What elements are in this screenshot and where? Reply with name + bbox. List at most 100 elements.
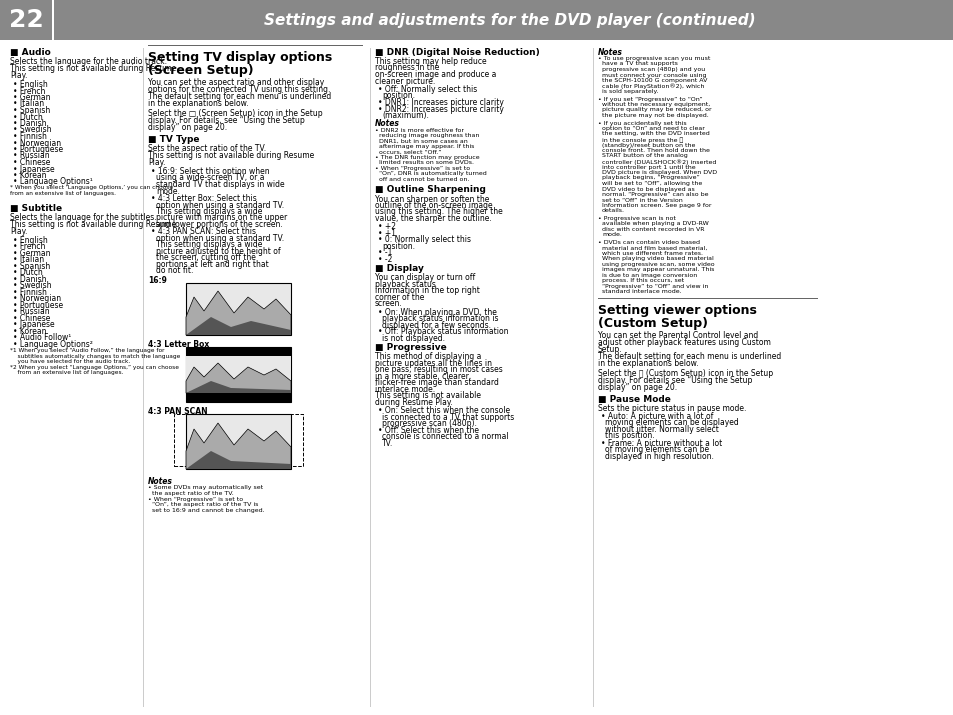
Text: • 0: Normally select this: • 0: Normally select this [377,235,471,245]
Text: • Norwegian: • Norwegian [13,139,61,147]
Text: • Korean: • Korean [13,171,47,180]
Text: occurs, select “Off.”: occurs, select “Off.” [378,149,441,154]
Polygon shape [186,451,291,469]
Text: (maximum).: (maximum). [381,111,429,120]
Text: disc with content recorded in VR: disc with content recorded in VR [601,227,703,232]
Text: picture quality may be reduced, or: picture quality may be reduced, or [601,107,711,112]
Text: Play.: Play. [148,158,165,167]
Text: • Spanish: • Spanish [13,106,51,115]
Text: without jitter. Normally select: without jitter. Normally select [604,425,719,434]
Text: • Japanese: • Japanese [13,164,54,174]
Text: Play.: Play. [10,71,28,80]
Text: • 4:3 Letter Box: Select this: • 4:3 Letter Box: Select this [151,194,256,203]
Text: Setting viewer options: Setting viewer options [598,304,756,317]
Text: standard TV that displays in wide: standard TV that displays in wide [156,180,284,189]
Text: on-screen image and produce a: on-screen image and produce a [375,70,496,79]
Text: 4:3 Letter Box: 4:3 Letter Box [148,340,209,349]
Text: ■ TV Type: ■ TV Type [148,135,199,144]
Text: information in the top right: information in the top right [375,287,479,295]
Text: • Danish: • Danish [13,119,47,128]
Text: Play.: Play. [10,227,28,236]
Text: ■ Display: ■ Display [375,265,423,274]
Text: in the explanations below.: in the explanations below. [148,99,248,108]
Text: When playing video based material: When playing video based material [601,257,713,262]
Text: subtitles automatically changes to match the language: subtitles automatically changes to match… [10,354,180,359]
Text: • +2: • +2 [377,222,395,232]
Text: • Japanese: • Japanese [13,320,54,330]
Text: using a wide-screen TV, or a: using a wide-screen TV, or a [156,174,264,182]
Text: ■ Audio: ■ Audio [10,48,51,57]
Text: picture with margins on the upper: picture with margins on the upper [156,214,287,222]
Text: standard interlace mode.: standard interlace mode. [601,290,680,295]
Text: using progressive scan, some video: using progressive scan, some video [601,262,714,267]
Text: option to “On” and need to clear: option to “On” and need to clear [601,126,704,131]
Text: is sold separately.: is sold separately. [601,89,658,94]
Text: • Finnish: • Finnish [13,288,47,297]
Text: • French: • French [13,87,46,96]
Text: • 16:9: Select this option when: • 16:9: Select this option when [151,167,270,176]
Polygon shape [186,291,291,335]
Text: Select the □ (Screen Setup) icon in the Setup: Select the □ (Screen Setup) icon in the … [148,109,322,118]
Text: progressive scan (480p) and you: progressive scan (480p) and you [601,67,704,72]
Text: • +1: • +1 [377,229,395,238]
Text: mode.: mode. [601,232,621,237]
Text: you have selected for the audio track.: you have selected for the audio track. [10,360,131,365]
Bar [0,0,953,40]
Text: TV.: TV. [381,439,393,448]
Text: is not displayed.: is not displayed. [381,334,444,343]
Text: You can display or turn off: You can display or turn off [375,274,475,282]
Text: display” on page 20.: display” on page 20. [598,383,677,392]
Text: (Screen Setup): (Screen Setup) [148,64,253,77]
Text: in a more stable, clearer,: in a more stable, clearer, [375,372,471,381]
Text: Sets the aspect ratio of the TV.: Sets the aspect ratio of the TV. [148,144,266,153]
Text: Selects the language for the audio track.: Selects the language for the audio track… [10,57,167,66]
Text: material and film based material,: material and film based material, [601,245,706,250]
Text: 16:9: 16:9 [148,276,167,285]
Text: • Portuguese: • Portuguese [13,145,63,154]
Text: controller (DUALSHOCK®2) inserted: controller (DUALSHOCK®2) inserted [601,159,716,164]
Text: • Swedish: • Swedish [13,282,51,290]
Text: the aspect ratio of the TV.: the aspect ratio of the TV. [152,490,233,495]
Text: position.: position. [381,92,415,101]
Text: • When “Progressive” is set to: • When “Progressive” is set to [375,166,470,171]
Text: • Danish: • Danish [13,275,47,284]
Text: into controller port 1 until the: into controller port 1 until the [601,164,695,169]
Text: have a TV that supports: have a TV that supports [601,61,678,66]
Text: This setting displays a wide: This setting displays a wide [156,207,262,216]
Text: 4:3 PAN SCAN: 4:3 PAN SCAN [148,407,208,416]
Text: process. If this occurs, set: process. If this occurs, set [601,279,683,284]
Text: • 4:3 PAN SCAN: Select this: • 4:3 PAN SCAN: Select this [151,227,255,237]
Text: ■ Outline Sharpening: ■ Outline Sharpening [375,185,485,194]
Text: (Custom Setup): (Custom Setup) [598,317,707,330]
Text: Sets the picture status in pause mode.: Sets the picture status in pause mode. [598,404,745,413]
Text: • German: • German [13,93,51,102]
Bar [52,0,54,40]
Polygon shape [186,317,291,335]
Text: displayed for a few seconds.: displayed for a few seconds. [381,321,491,330]
Text: playback status: playback status [375,280,436,289]
Text: Setting TV display options: Setting TV display options [148,51,332,64]
Text: *1 When you select “Audio Follow,” the language for: *1 When you select “Audio Follow,” the l… [10,348,164,353]
Text: roughness in the: roughness in the [375,64,439,72]
Text: cleaner picture.: cleaner picture. [375,77,435,86]
Text: off and cannot be turned on.: off and cannot be turned on. [378,177,469,182]
Text: (standby)/reset button on the: (standby)/reset button on the [601,142,695,147]
Text: option when using a standard TV.: option when using a standard TV. [156,234,284,243]
Text: adjust other playback features using Custom: adjust other playback features using Cus… [598,338,770,347]
Text: of moving elements can be: of moving elements can be [604,445,708,455]
Polygon shape [186,363,291,393]
Text: • German: • German [13,249,51,258]
Text: ■ Progressive: ■ Progressive [375,343,446,352]
Bar [186,283,291,335]
Text: This setting is not available during Resume: This setting is not available during Res… [10,64,176,73]
Text: This setting is not available: This setting is not available [375,392,480,400]
Text: • When “Progressive” is set to: • When “Progressive” is set to [148,497,243,502]
Text: • On: Select this when the console: • On: Select this when the console [377,407,510,415]
Text: • DNR2 is more effective for: • DNR2 is more effective for [375,127,463,132]
Text: • Russian: • Russian [13,307,50,317]
Text: • Audio Follow¹: • Audio Follow¹ [13,333,71,342]
Text: is connected to a TV that supports: is connected to a TV that supports [381,413,514,422]
Text: • Off: Playback status information: • Off: Playback status information [377,327,508,337]
Text: • -1: • -1 [377,249,392,257]
Text: position.: position. [381,242,415,251]
